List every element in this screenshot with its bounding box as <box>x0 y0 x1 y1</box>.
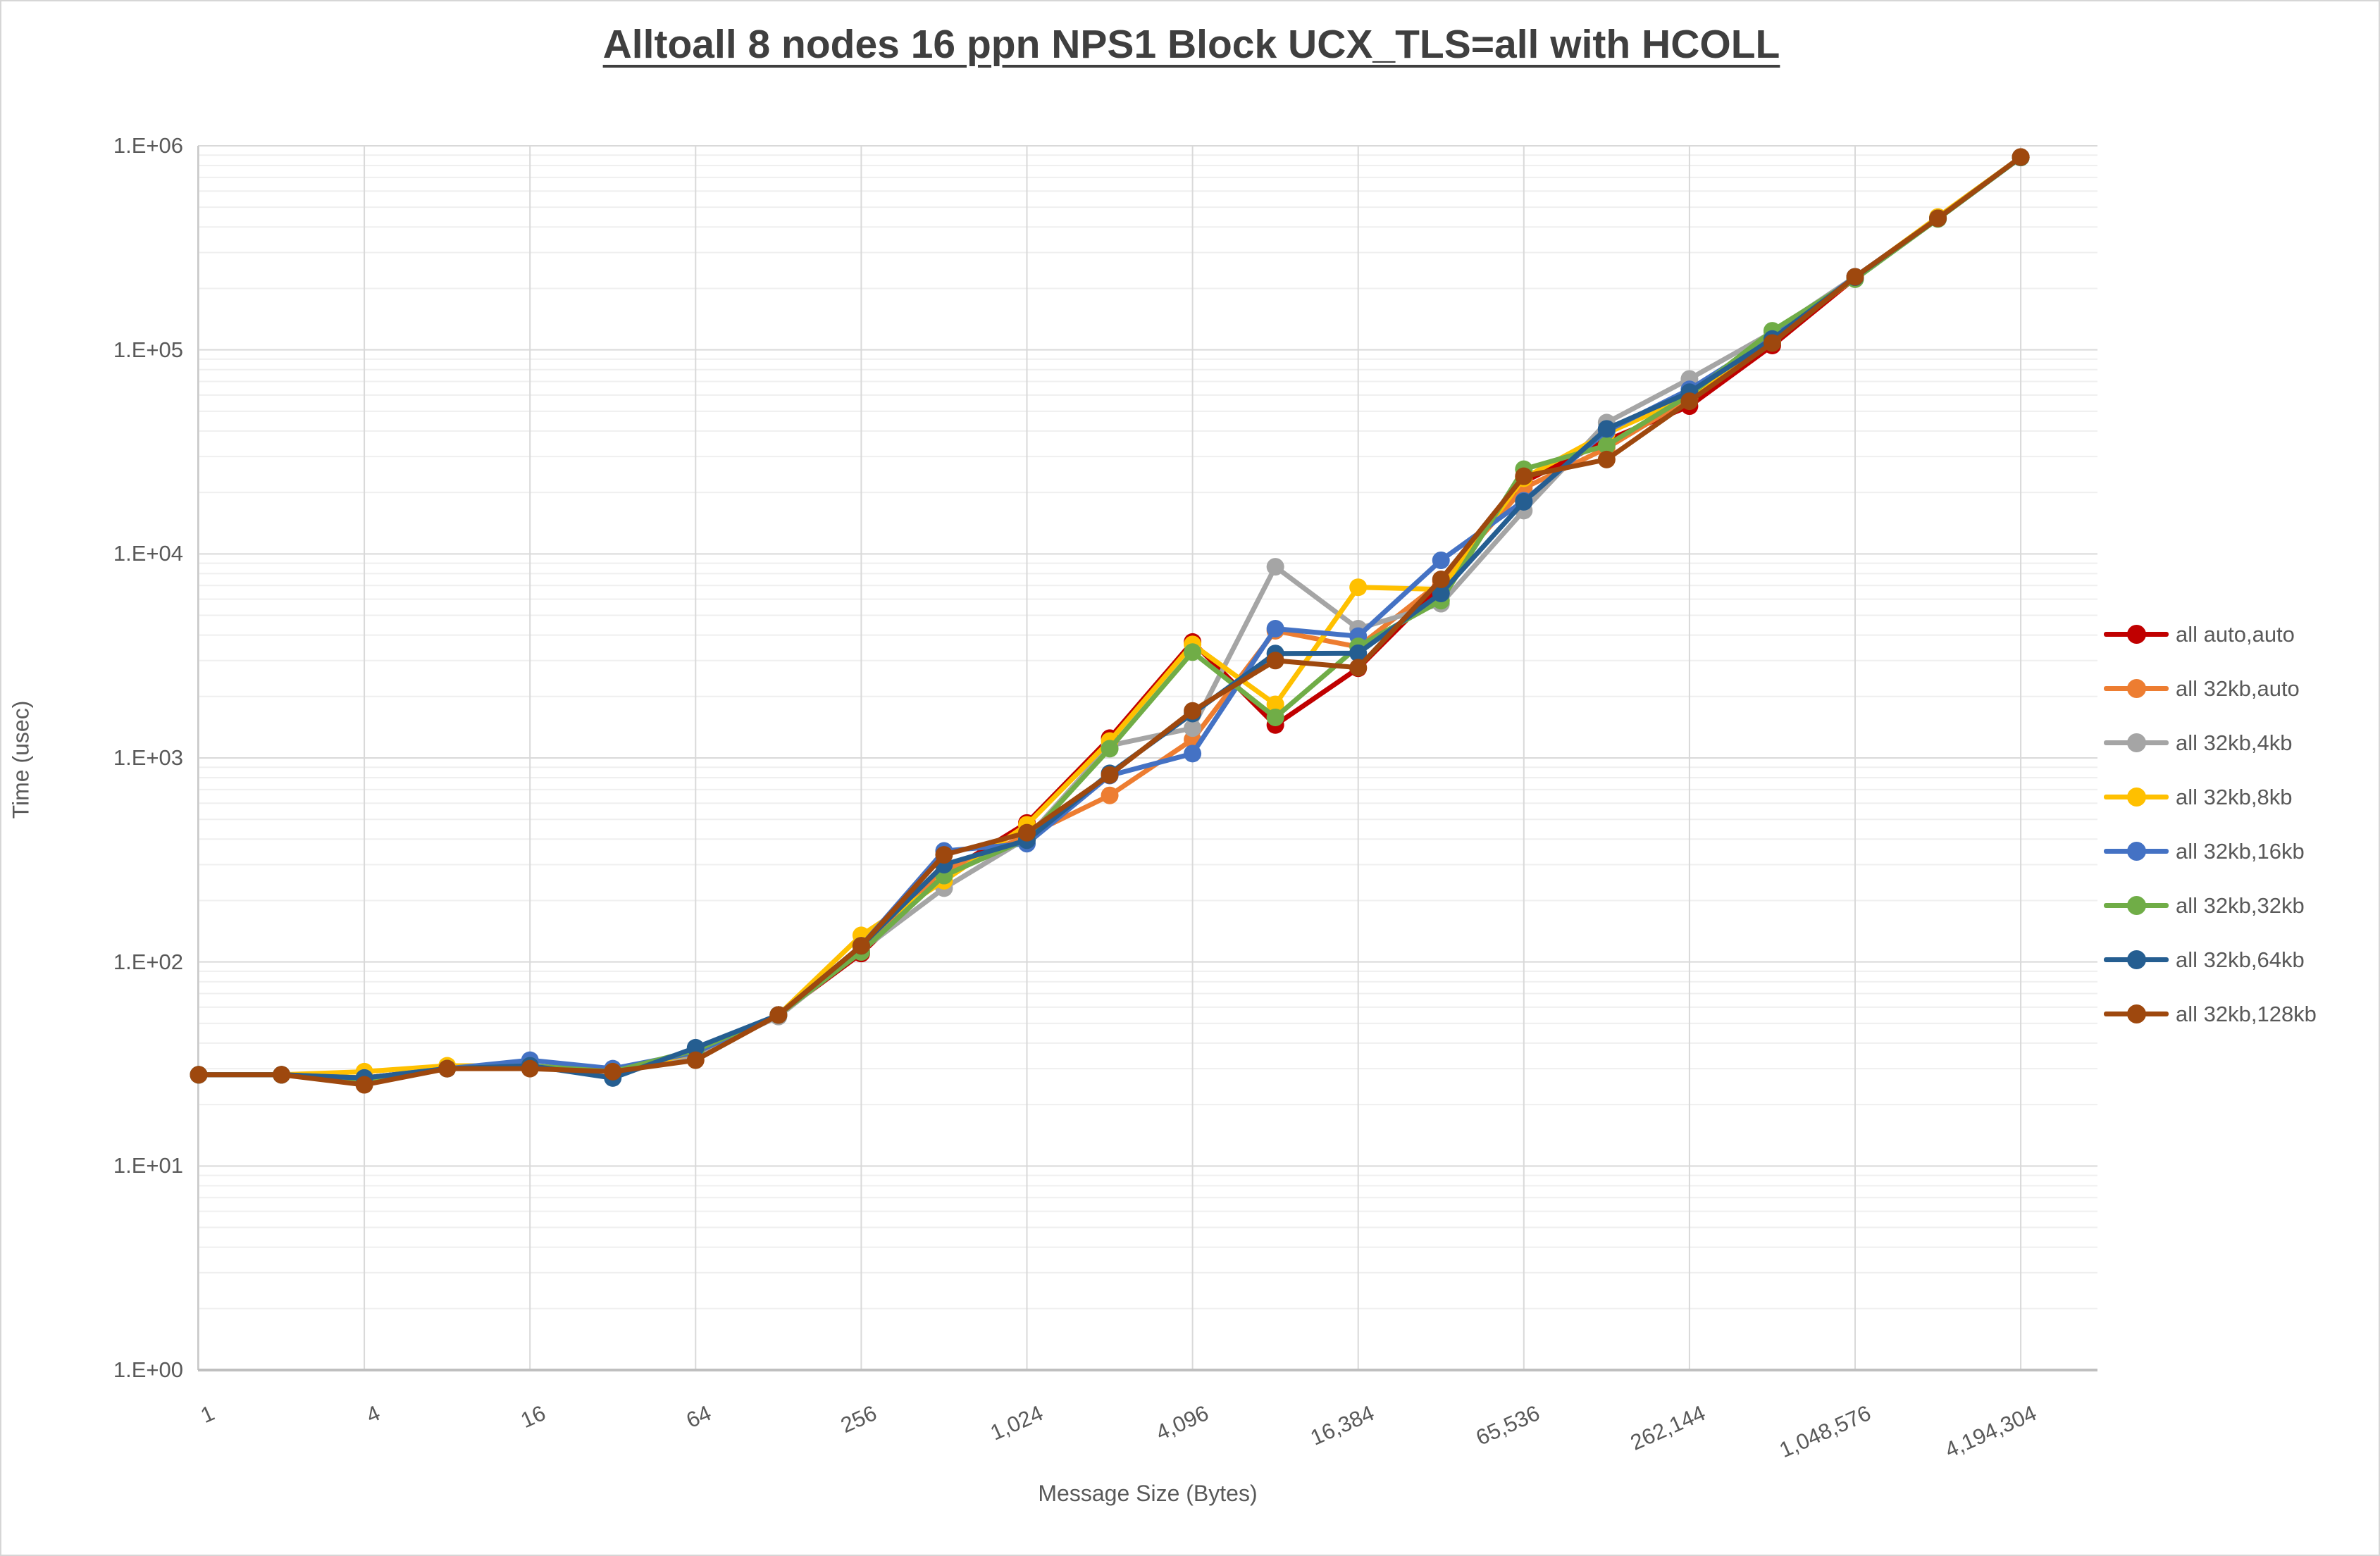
legend-series-marker-icon <box>2104 783 2169 811</box>
data-point-all-32kb-128kb <box>190 1066 208 1084</box>
legend-item: all auto,auto <box>2104 620 2317 649</box>
legend-item: all 32kb,8kb <box>2104 783 2317 811</box>
data-point-all-32kb-128kb <box>1018 823 1036 842</box>
data-point-all-32kb-8kb <box>1349 578 1368 597</box>
gridlines-minor <box>198 154 2097 1309</box>
series-all-32kb-32kb <box>190 149 2030 1090</box>
legend-series-marker-icon <box>2104 945 2169 974</box>
data-point-all-32kb-128kb <box>769 1006 788 1024</box>
data-point-all-32kb-4kb <box>1266 558 1284 576</box>
legend-item: all 32kb,32kb <box>2104 891 2317 920</box>
legend-series-marker-icon <box>2104 891 2169 920</box>
legend-series-marker-icon <box>2104 728 2169 757</box>
data-point-all-32kb-32kb <box>1101 740 1119 758</box>
data-point-all-32kb-16kb <box>1432 551 1450 569</box>
series-line-all-32kb-auto <box>199 155 2023 1081</box>
y-tick-label: 1.E+03 <box>113 745 183 770</box>
legend-label: all 32kb,auto <box>2176 676 2300 701</box>
data-point-all-32kb-128kb <box>1266 652 1284 670</box>
data-point-all-32kb-128kb <box>1101 766 1119 784</box>
y-tick-label: 1.E+01 <box>113 1153 183 1178</box>
data-point-all-32kb-32kb <box>1184 643 1202 661</box>
series-line-all-auto-auto <box>199 155 2023 1081</box>
series-line-all-32kb-4kb <box>199 155 2023 1084</box>
series-all-32kb-64kb <box>190 148 2030 1087</box>
data-point-all-32kb-128kb <box>935 846 953 864</box>
data-point-all-32kb-64kb <box>1349 644 1368 662</box>
data-point-all-32kb-128kb <box>1680 392 1699 411</box>
legend-label: all 32kb,4kb <box>2176 730 2293 755</box>
legend-label: all 32kb,128kb <box>2176 1001 2317 1026</box>
y-tick-label: 1.E+05 <box>113 337 183 362</box>
y-tick-label: 1.E+00 <box>113 1357 183 1382</box>
legend-item: all 32kb,16kb <box>2104 837 2317 866</box>
data-point-all-32kb-128kb <box>1929 209 1947 228</box>
series-all-32kb-4kb <box>190 148 2030 1090</box>
legend-series-marker-icon <box>2104 837 2169 866</box>
data-point-all-32kb-16kb <box>1184 745 1202 763</box>
data-point-all-32kb-8kb <box>1266 695 1284 714</box>
legend: all auto,auto all 32kb,auto all 32kb,4kb al… <box>2104 620 2317 1028</box>
y-tick-label: 1.E+06 <box>113 132 183 158</box>
legend-label: all auto,auto <box>2176 621 2295 647</box>
data-point-all-32kb-128kb <box>604 1062 622 1081</box>
data-point-all-32kb-64kb <box>1432 584 1450 602</box>
series-line-all-32kb-64kb <box>199 155 2023 1081</box>
data-point-all-32kb-32kb <box>1266 708 1284 726</box>
data-point-all-32kb-128kb <box>521 1059 539 1078</box>
data-point-all-32kb-64kb <box>686 1038 705 1057</box>
data-point-all-32kb-4kb <box>1184 719 1202 737</box>
series-line-all-32kb-16kb <box>199 155 2023 1081</box>
legend-item: all 32kb,auto <box>2104 674 2317 703</box>
legend-series-marker-icon <box>2104 620 2169 649</box>
legend-label: all 32kb,64kb <box>2176 947 2305 972</box>
legend-label: all 32kb,16kb <box>2176 838 2305 864</box>
data-point-all-32kb-64kb <box>1515 492 1533 511</box>
data-point-all-32kb-32kb <box>1597 436 1616 454</box>
data-point-all-32kb-128kb <box>273 1066 291 1084</box>
data-point-all-32kb-128kb <box>355 1076 373 1094</box>
legend-label: all 32kb,8kb <box>2176 784 2293 809</box>
data-point-all-32kb-128kb <box>1349 659 1368 677</box>
legend-item: all 32kb,4kb <box>2104 728 2317 757</box>
gridlines-vertical <box>198 146 2022 1370</box>
legend-series-marker-icon <box>2104 1000 2169 1028</box>
legend-series-marker-icon <box>2104 674 2169 703</box>
data-point-all-32kb-16kb <box>1266 619 1284 637</box>
data-point-all-32kb-128kb <box>2012 148 2030 166</box>
data-point-all-32kb-128kb <box>686 1051 705 1069</box>
data-point-all-32kb-auto <box>1101 786 1119 804</box>
data-point-all-32kb-128kb <box>852 937 870 955</box>
data-point-all-32kb-64kb <box>1597 420 1616 438</box>
series-line-all-32kb-32kb <box>199 155 2023 1084</box>
data-point-all-32kb-128kb <box>1763 334 1781 352</box>
data-point-all-32kb-128kb <box>1515 467 1533 485</box>
chart-title: Alltoall 8 nodes 16 ppn NPS1 Block UCX_T… <box>602 22 1780 67</box>
x-axis-title: Message Size (Bytes) <box>1038 1481 1258 1506</box>
data-point-all-32kb-128kb <box>1597 450 1616 468</box>
y-tick-label: 1.E+04 <box>113 541 183 566</box>
legend-item: all 32kb,128kb <box>2104 1000 2317 1028</box>
series-line-all-32kb-128kb <box>199 155 2023 1088</box>
y-tick-label: 1.E+02 <box>113 949 183 974</box>
data-point-all-32kb-128kb <box>1432 571 1450 589</box>
data-point-all-32kb-128kb <box>438 1059 457 1078</box>
legend-label: all 32kb,32kb <box>2176 892 2305 918</box>
data-point-all-32kb-128kb <box>1846 268 1864 286</box>
legend-item: all 32kb,64kb <box>2104 945 2317 974</box>
data-point-all-32kb-128kb <box>1184 702 1202 720</box>
series-all-32kb-128kb <box>190 148 2030 1094</box>
